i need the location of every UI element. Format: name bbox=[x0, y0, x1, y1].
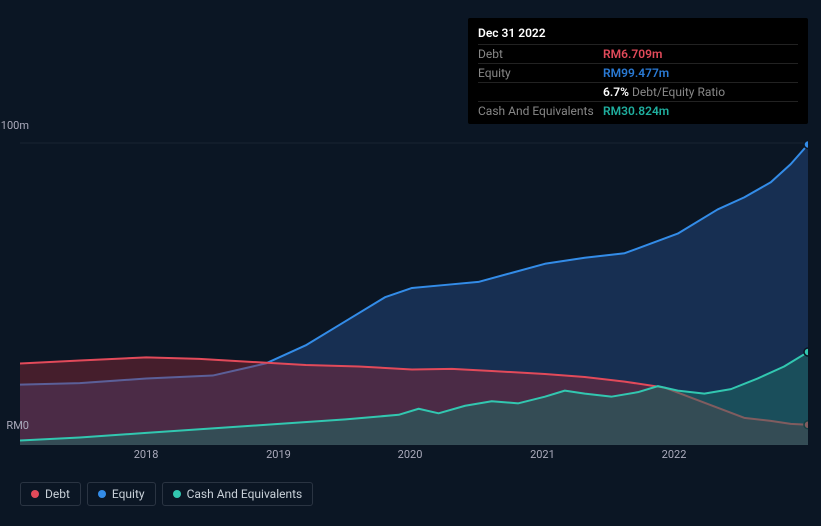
chart-area bbox=[20, 125, 808, 445]
tooltip-row-label bbox=[478, 85, 603, 99]
legend-item-debt[interactable]: Debt bbox=[20, 482, 81, 506]
y-axis-label: RM100m bbox=[0, 119, 29, 132]
tooltip-date: Dec 31 2022 bbox=[478, 24, 798, 44]
tooltip-row-value: RM99.477m bbox=[603, 66, 669, 80]
legend: Debt Equity Cash And Equivalents bbox=[20, 482, 313, 506]
legend-label: Debt bbox=[45, 487, 70, 501]
tooltip-row-value: 6.7% Debt/Equity Ratio bbox=[603, 85, 725, 99]
tooltip-row-value: RM30.824m bbox=[603, 104, 669, 118]
tooltip-row-value: RM6.709m bbox=[603, 47, 662, 61]
tooltip-row-label: Debt bbox=[478, 47, 603, 61]
tooltip: Dec 31 2022 DebtRM6.709mEquityRM99.477m6… bbox=[468, 18, 808, 124]
tooltip-row: DebtRM6.709m bbox=[478, 44, 798, 63]
tooltip-row: Cash And EquivalentsRM30.824m bbox=[478, 101, 798, 120]
y-axis-label: RM0 bbox=[6, 419, 29, 432]
x-axis-labels: 2018 2019 2020 2021 2022 bbox=[20, 448, 808, 466]
legend-dot bbox=[173, 490, 181, 498]
tooltip-row-label: Cash And Equivalents bbox=[478, 104, 603, 118]
tooltip-row-label: Equity bbox=[478, 66, 603, 80]
legend-item-equity[interactable]: Equity bbox=[87, 482, 156, 506]
legend-item-cash-and-equivalents[interactable]: Cash And Equivalents bbox=[162, 482, 314, 506]
legend-label: Equity bbox=[112, 487, 145, 501]
x-axis-label: 2022 bbox=[662, 448, 687, 461]
legend-dot bbox=[98, 490, 106, 498]
financials-chart bbox=[20, 125, 808, 445]
x-axis-label: 2020 bbox=[398, 448, 423, 461]
x-axis-label: 2019 bbox=[266, 448, 291, 461]
tooltip-row: EquityRM99.477m bbox=[478, 63, 798, 82]
legend-label: Cash And Equivalents bbox=[187, 487, 303, 501]
tooltip-row: 6.7% Debt/Equity Ratio bbox=[478, 82, 798, 101]
x-axis-label: 2021 bbox=[530, 448, 555, 461]
x-axis-label: 2018 bbox=[134, 448, 159, 461]
legend-dot bbox=[31, 490, 39, 498]
